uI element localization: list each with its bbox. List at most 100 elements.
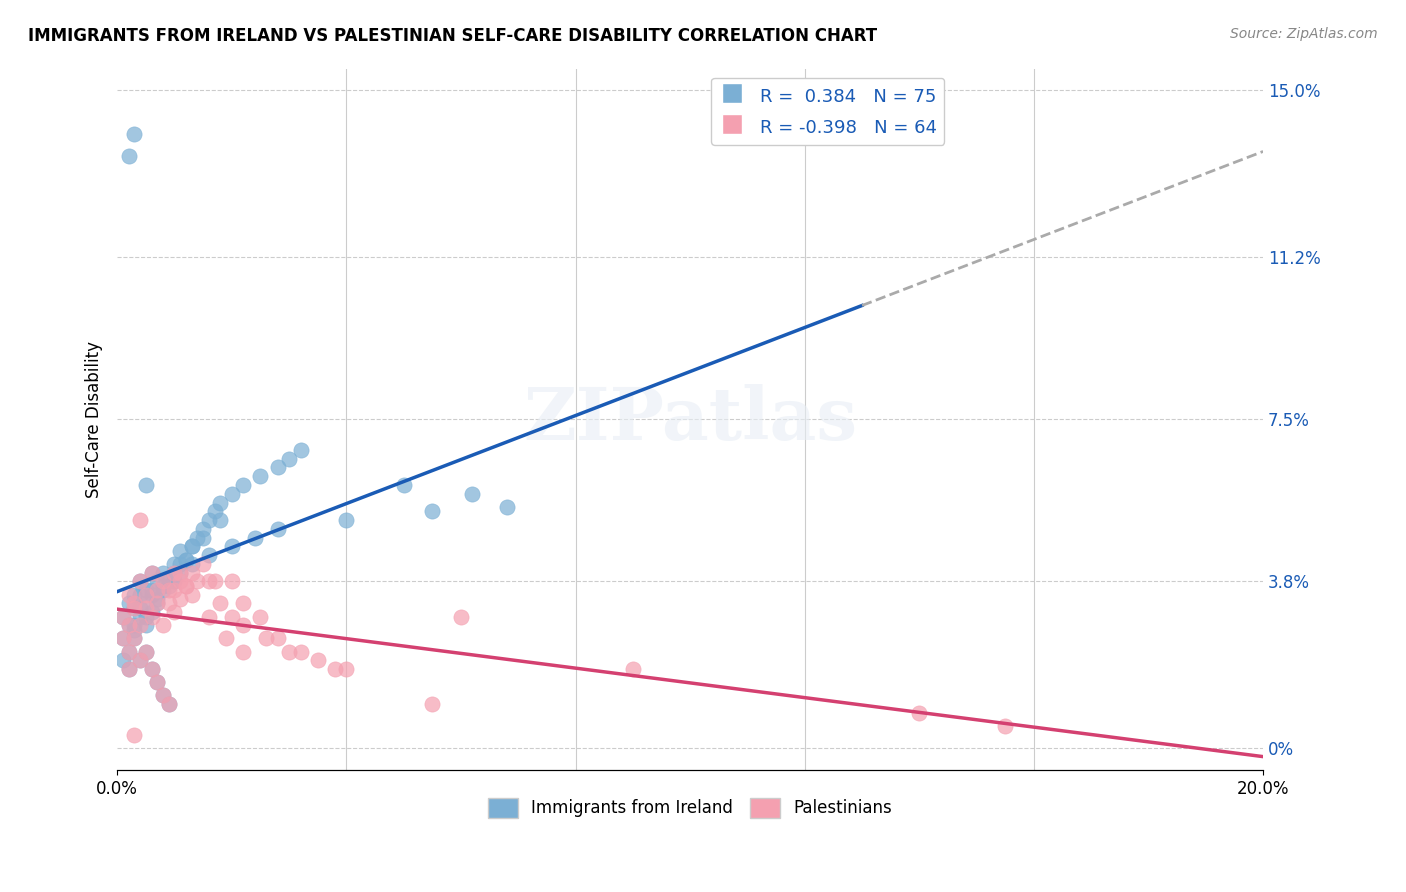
Point: [243, 531, 266, 545]
Point: [450, 609, 472, 624]
Point: [215, 632, 238, 646]
Point: [186, 574, 208, 589]
Point: [174, 552, 197, 566]
Point: [174, 579, 197, 593]
Point: [135, 588, 157, 602]
Point: [135, 596, 157, 610]
Point: [111, 653, 134, 667]
Point: [135, 600, 157, 615]
Point: [124, 588, 146, 602]
Point: [209, 495, 232, 509]
Point: [146, 596, 169, 610]
Point: [129, 653, 152, 667]
Point: [117, 149, 139, 163]
Point: [180, 588, 202, 602]
Point: [111, 632, 134, 646]
Point: [174, 552, 197, 566]
Point: [135, 478, 157, 492]
Point: [111, 609, 134, 624]
Point: [117, 596, 139, 610]
Point: [117, 645, 139, 659]
Point: [495, 500, 517, 514]
Point: [191, 531, 214, 545]
Point: [169, 543, 191, 558]
Point: [290, 645, 312, 659]
Point: [141, 662, 163, 676]
Point: [135, 645, 157, 659]
Point: [146, 592, 169, 607]
Point: [124, 128, 146, 142]
Point: [152, 689, 174, 703]
Text: Source: ZipAtlas.com: Source: ZipAtlas.com: [1230, 27, 1378, 41]
Point: [232, 478, 254, 492]
Point: [163, 566, 186, 580]
Point: [266, 522, 288, 536]
Point: [221, 487, 243, 501]
Point: [221, 609, 243, 624]
Point: [232, 618, 254, 632]
Point: [124, 600, 146, 615]
Text: IMMIGRANTS FROM IRELAND VS PALESTINIAN SELF-CARE DISABILITY CORRELATION CHART: IMMIGRANTS FROM IRELAND VS PALESTINIAN S…: [28, 27, 877, 45]
Point: [117, 618, 139, 632]
Point: [124, 632, 146, 646]
Point: [169, 566, 191, 580]
Point: [254, 632, 277, 646]
Point: [129, 574, 152, 589]
Point: [129, 513, 152, 527]
Point: [117, 588, 139, 602]
Point: [141, 609, 163, 624]
Point: [146, 583, 169, 598]
Point: [278, 645, 301, 659]
Point: [191, 522, 214, 536]
Point: [152, 574, 174, 589]
Point: [198, 513, 221, 527]
Point: [186, 531, 208, 545]
Point: [266, 460, 288, 475]
Point: [908, 706, 931, 720]
Point: [180, 540, 202, 554]
Point: [621, 662, 644, 676]
Point: [146, 675, 169, 690]
Point: [163, 574, 186, 589]
Point: [163, 566, 186, 580]
Point: [157, 579, 180, 593]
Text: ZIPatlas: ZIPatlas: [523, 384, 858, 455]
Point: [146, 675, 169, 690]
Point: [180, 557, 202, 571]
Point: [117, 645, 139, 659]
Point: [290, 442, 312, 457]
Point: [323, 662, 346, 676]
Point: [221, 540, 243, 554]
Point: [163, 583, 186, 598]
Point: [135, 645, 157, 659]
Point: [198, 574, 221, 589]
Point: [266, 632, 288, 646]
Point: [204, 574, 226, 589]
Point: [141, 662, 163, 676]
Point: [169, 592, 191, 607]
Point: [135, 583, 157, 598]
Point: [191, 557, 214, 571]
Point: [124, 623, 146, 637]
Point: [209, 513, 232, 527]
Point: [994, 719, 1017, 733]
Point: [335, 662, 357, 676]
Point: [278, 451, 301, 466]
Point: [129, 574, 152, 589]
Point: [129, 600, 152, 615]
Point: [157, 698, 180, 712]
Point: [157, 596, 180, 610]
Point: [117, 618, 139, 632]
Point: [163, 574, 186, 589]
Point: [146, 574, 169, 589]
Y-axis label: Self-Care Disability: Self-Care Disability: [86, 341, 103, 498]
Point: [141, 588, 163, 602]
Point: [124, 632, 146, 646]
Point: [392, 478, 415, 492]
Point: [204, 504, 226, 518]
Point: [420, 698, 443, 712]
Point: [232, 596, 254, 610]
Point: [124, 728, 146, 742]
Point: [146, 596, 169, 610]
Point: [249, 469, 271, 483]
